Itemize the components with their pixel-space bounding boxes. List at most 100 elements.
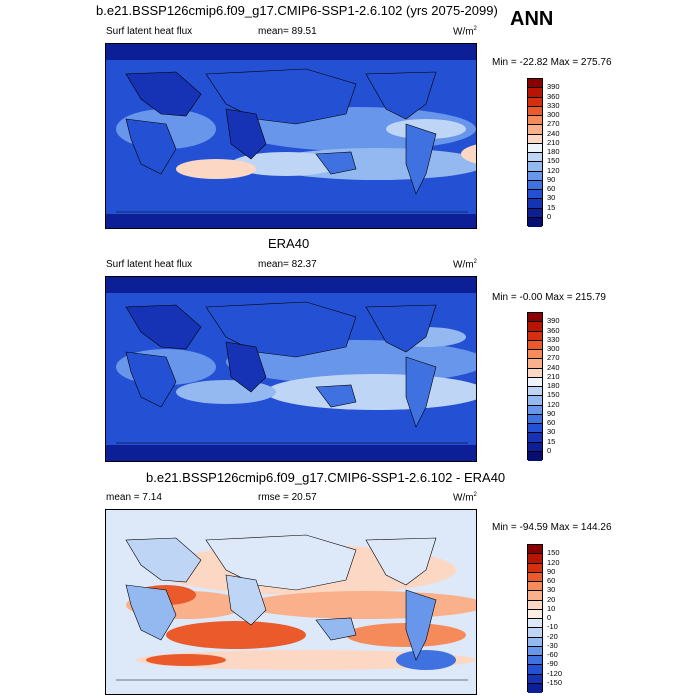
season-label: ANN [510, 8, 554, 30]
colorbar-tick-label: 30 [547, 193, 556, 203]
colorbar-swatch [528, 331, 542, 341]
colorbar-swatch [528, 563, 542, 573]
panel2-title: ERA40 [268, 236, 310, 251]
colorbar-tick-label: 210 [547, 371, 560, 381]
colorbar-swatch [528, 683, 542, 693]
panel1-units: W/m2 [453, 26, 477, 38]
colorbar-tick-label: 15 [547, 202, 556, 212]
colorbar-swatch [528, 313, 542, 323]
panel1-map [105, 43, 477, 229]
panel2-variable-label: Surf latent heat flux [106, 259, 193, 270]
colorbar-tick-label: 60 [547, 576, 556, 585]
colorbar-tick-label: 330 [547, 334, 560, 344]
colorbar-swatch [528, 88, 542, 98]
colorbar-tick-label: 30 [547, 585, 556, 595]
colorbar-tick-label: 60 [547, 184, 556, 193]
colorbar-swatch [528, 451, 542, 461]
colorbar-tick-label: 0 [547, 211, 552, 221]
colorbar-swatch [528, 665, 542, 675]
colorbar-tick-label: 360 [547, 91, 560, 101]
colorbar-tick-label: -60 [547, 650, 558, 659]
colorbar-swatch [528, 359, 542, 369]
colorbar-swatch [528, 153, 542, 163]
colorbar-swatch [528, 600, 542, 610]
colorbar-tick-label: -90 [547, 659, 558, 669]
colorbar-tick-label: 300 [547, 110, 560, 119]
colorbar-swatch [528, 190, 542, 200]
colorbar-tick-label: 150 [547, 390, 560, 400]
colorbar-tick-label: 270 [547, 353, 560, 363]
colorbar-swatch [528, 619, 542, 629]
colorbar-swatch [528, 554, 542, 564]
colorbar-swatch [528, 217, 542, 227]
colorbar-tick-label: 210 [547, 137, 560, 147]
colorbar-tick-label: 10 [547, 603, 556, 613]
colorbar-swatch [528, 591, 542, 601]
colorbar-swatch [528, 208, 542, 218]
colorbar-swatch [528, 377, 542, 387]
colorbar-tick-label: 240 [547, 362, 560, 372]
colorbar-swatch [528, 180, 542, 190]
colorbar-swatch [528, 125, 542, 135]
panel3-title: b.e21.BSSP126cmip6.f09_g17.CMIP6-SSP1-2.… [146, 470, 506, 485]
colorbar-swatch [528, 106, 542, 116]
panel2-units: W/m2 [453, 259, 477, 271]
panel1-title: b.e21.BSSP126cmip6.f09_g17.CMIP6-SSP1-2.… [96, 3, 498, 18]
colorbar-swatch [528, 79, 542, 89]
colorbar-swatch [528, 143, 542, 153]
panel2-mean-label: mean= 82.37 [258, 259, 317, 270]
colorbar-tick-label: -20 [547, 631, 558, 641]
panel1-variable-label: Surf latent heat flux [106, 26, 193, 37]
colorbar-tick-label: -10 [547, 622, 558, 632]
colorbar-swatch [528, 572, 542, 582]
panel2-colorbar [527, 312, 543, 461]
colorbar-tick-label: 30 [547, 427, 556, 437]
colorbar-swatch [528, 340, 542, 350]
colorbar-tick-label: 180 [547, 147, 560, 156]
colorbar-tick-label: 150 [547, 156, 560, 166]
colorbar-swatch [528, 656, 542, 666]
colorbar-swatch [528, 322, 542, 332]
panel1-minmax: Min = -22.82 Max = 275.76 [492, 57, 612, 68]
colorbar-swatch [528, 368, 542, 378]
colorbar-swatch [528, 162, 542, 172]
colorbar-tick-label: -150 [547, 677, 563, 687]
colorbar-swatch [528, 387, 542, 397]
colorbar-tick-label: 120 [547, 557, 560, 567]
colorbar-swatch [528, 424, 542, 434]
panel1-colorbar [527, 78, 543, 227]
colorbar-tick-label: 90 [547, 566, 556, 576]
colorbar-tick-label: 20 [547, 594, 556, 604]
colorbar-swatch [528, 637, 542, 647]
panel3-map [105, 509, 477, 695]
colorbar-swatch [528, 350, 542, 360]
colorbar-swatch [528, 171, 542, 181]
colorbar-tick-label: -120 [547, 668, 563, 678]
colorbar-swatch [528, 545, 542, 555]
colorbar-tick-label: -30 [547, 640, 558, 650]
colorbar-tick-label: 120 [547, 399, 560, 409]
colorbar-tick-label: 390 [547, 316, 560, 326]
panel3-colorbar [527, 544, 543, 693]
colorbar-tick-label: 360 [547, 325, 560, 335]
colorbar-tick-label: 240 [547, 128, 560, 138]
colorbar-swatch [528, 414, 542, 424]
colorbar-tick-label: 330 [547, 100, 560, 110]
colorbar-swatch [528, 134, 542, 144]
colorbar-tick-label: 90 [547, 174, 556, 184]
colorbar-swatch [528, 582, 542, 592]
colorbar-swatch [528, 628, 542, 638]
colorbar-swatch [528, 609, 542, 619]
colorbar-tick-label: 300 [547, 344, 560, 353]
colorbar-swatch [528, 433, 542, 443]
colorbar-tick-label: 90 [547, 408, 556, 418]
colorbar-tick-label: 270 [547, 119, 560, 129]
colorbar-swatch [528, 646, 542, 656]
colorbar-swatch [528, 97, 542, 107]
colorbar-tick-label: 150 [547, 548, 560, 558]
colorbar-tick-label: 0 [547, 613, 552, 622]
colorbar-swatch [528, 199, 542, 209]
panel3-minmax: Min = -94.59 Max = 144.26 [492, 522, 612, 533]
panel3-rmse-label: rmse = 20.57 [258, 492, 317, 503]
colorbar-swatch [528, 442, 542, 452]
